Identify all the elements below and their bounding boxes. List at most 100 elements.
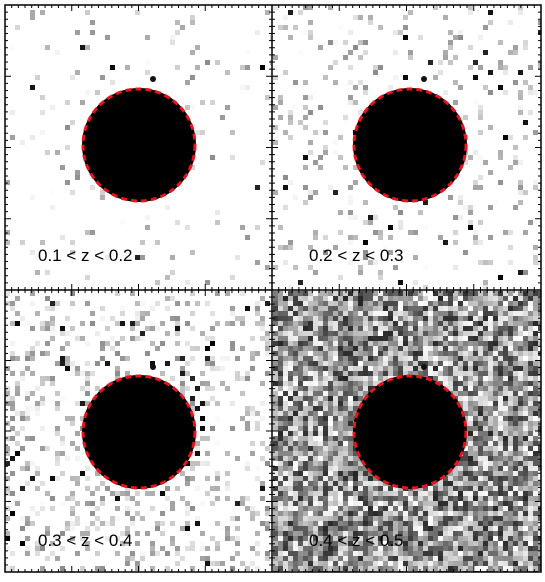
noise-pixel (493, 451, 498, 456)
noise-pixel (85, 386, 90, 391)
noise-pixel (323, 401, 328, 406)
noise-pixel (308, 491, 313, 496)
noise-pixel (230, 556, 235, 561)
noise-pixel (468, 501, 473, 506)
noise-pixel (528, 331, 533, 336)
noise-pixel (195, 521, 200, 526)
noise-pixel (85, 341, 90, 346)
noise-pixel (533, 260, 538, 265)
noise-pixel (80, 321, 85, 326)
noise-pixel (388, 521, 393, 526)
noise-pixel (503, 441, 508, 446)
noise-pixel (288, 471, 293, 476)
noise-pixel (493, 431, 498, 436)
noise-pixel (328, 341, 333, 346)
noise-pixel (518, 336, 523, 341)
noise-pixel (348, 301, 353, 306)
noise-pixel (533, 306, 538, 311)
companion-source (150, 364, 156, 370)
noise-pixel (418, 306, 423, 311)
noise-pixel (493, 331, 498, 336)
noise-pixel (308, 411, 313, 416)
noise-pixel (443, 546, 448, 551)
noise-pixel (25, 406, 30, 411)
noise-pixel (353, 336, 358, 341)
noise-pixel (220, 526, 225, 531)
noise-pixel (503, 471, 508, 476)
noise-pixel (273, 366, 278, 371)
noise-pixel (323, 366, 328, 371)
noise-pixel (533, 441, 538, 446)
noise-pixel (328, 386, 333, 391)
noise-pixel (368, 381, 373, 386)
noise-pixel (175, 561, 180, 566)
noise-pixel (303, 521, 308, 526)
noise-pixel (318, 431, 323, 436)
noise-pixel (80, 401, 85, 406)
noise-pixel (363, 501, 368, 506)
noise-pixel (353, 215, 358, 220)
noise-pixel (20, 416, 25, 421)
noise-pixel (353, 361, 358, 366)
noise-pixel (313, 491, 318, 496)
noise-pixel (343, 296, 348, 301)
noise-pixel (10, 491, 15, 496)
noise-pixel (288, 306, 293, 311)
noise-pixel (528, 90, 533, 95)
noise-pixel (503, 336, 508, 341)
noise-pixel (433, 536, 438, 541)
noise-pixel (488, 506, 493, 511)
noise-pixel (468, 466, 473, 471)
noise-pixel (293, 496, 298, 501)
noise-pixel (230, 516, 235, 521)
noise-pixel (468, 481, 473, 486)
noise-pixel (448, 331, 453, 336)
noise-pixel (468, 506, 473, 511)
noise-pixel (318, 551, 323, 556)
noise-pixel (533, 486, 538, 491)
noise-pixel (333, 40, 338, 45)
noise-pixel (358, 366, 363, 371)
noise-pixel (313, 511, 318, 516)
noise-pixel (478, 486, 483, 491)
noise-pixel (483, 456, 488, 461)
noise-pixel (283, 551, 288, 556)
noise-pixel (293, 376, 298, 381)
noise-pixel (383, 371, 388, 376)
noise-pixel (488, 416, 493, 421)
noise-pixel (303, 406, 308, 411)
noise-pixel (378, 296, 383, 301)
noise-pixel (388, 501, 393, 506)
noise-pixel (368, 356, 373, 361)
noise-pixel (328, 451, 333, 456)
noise-pixel (303, 200, 308, 205)
noise-pixel (100, 316, 105, 321)
noise-pixel (458, 536, 463, 541)
noise-pixel (503, 456, 508, 461)
noise-pixel (523, 451, 528, 456)
noise-pixel (313, 451, 318, 456)
noise-pixel (448, 306, 453, 311)
noise-pixel (453, 481, 458, 486)
noise-pixel (338, 275, 343, 280)
noise-pixel (303, 165, 308, 170)
noise-pixel (483, 351, 488, 356)
noise-pixel (333, 451, 338, 456)
noise-pixel (278, 541, 283, 546)
noise-pixel (428, 501, 433, 506)
noise-pixel (498, 456, 503, 461)
noise-pixel (403, 15, 408, 20)
noise-pixel (408, 551, 413, 556)
noise-pixel (150, 566, 155, 571)
noise-pixel (90, 185, 95, 190)
noise-pixel (383, 321, 388, 326)
noise-pixel (533, 511, 538, 516)
noise-pixel (393, 301, 398, 306)
noise-pixel (200, 541, 205, 546)
noise-pixel (10, 471, 15, 476)
noise-pixel (265, 336, 270, 341)
noise-pixel (468, 346, 473, 351)
noise-pixel (205, 476, 210, 481)
noise-pixel (378, 321, 383, 326)
noise-pixel (408, 556, 413, 561)
